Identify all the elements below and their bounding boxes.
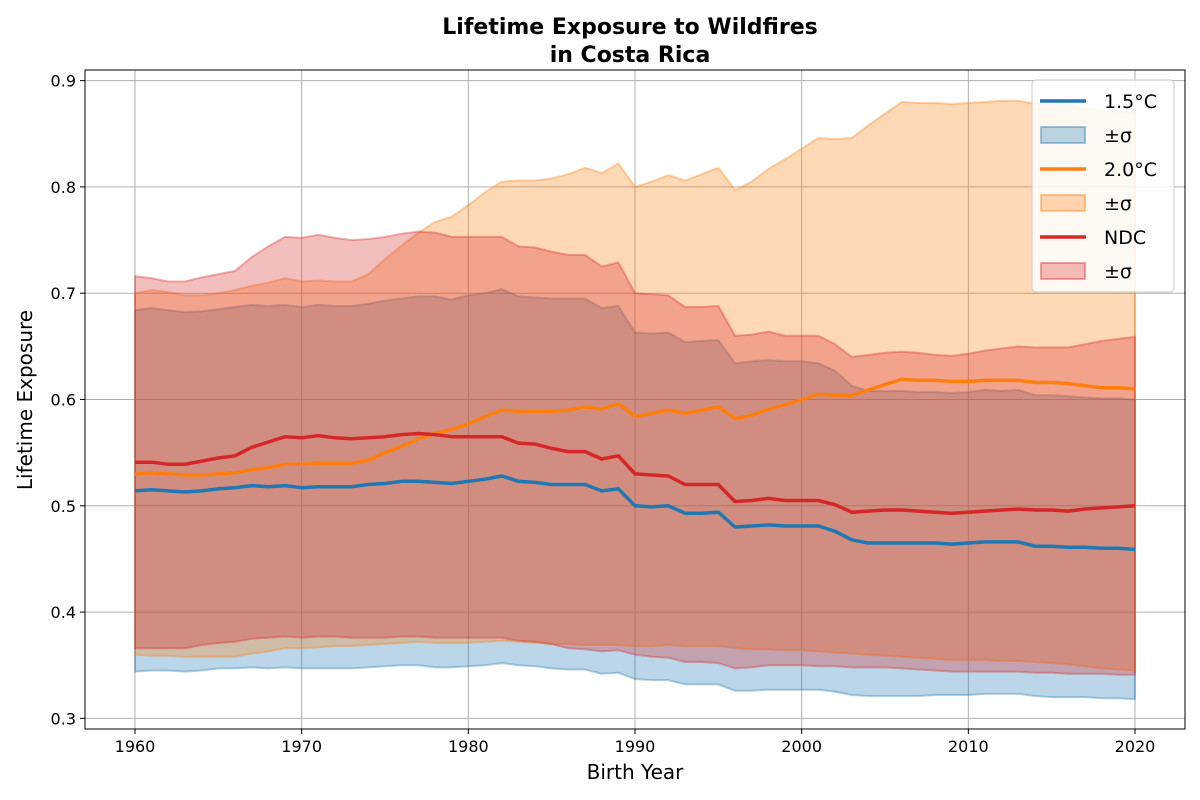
- uncertainty-bands: [134, 99, 1136, 701]
- legend: 1.5°C ±σ 2.0°C ±σ NDC ±σ: [1031, 79, 1175, 293]
- series-lines: [134, 377, 1136, 552]
- legend-band-swatch-1-5-c: [1040, 126, 1086, 144]
- chart-title-line-2: in Costa Rica: [550, 43, 711, 68]
- y-axis-ticks: 0.3 0.4 0.5 0.6 0.7 0.8 0.9: [51, 72, 85, 728]
- y-tick-label: 0.4: [51, 603, 76, 622]
- x-tick-label: 2000: [781, 737, 822, 756]
- x-axis-label: Birth Year: [587, 760, 684, 784]
- y-tick-label: 0.9: [51, 72, 76, 91]
- legend-band-label-2-0-c: ±σ: [1104, 193, 1132, 215]
- band-ndc: [134, 230, 1136, 676]
- x-tick-label: 1980: [448, 737, 489, 756]
- x-tick-label: 2020: [1115, 737, 1156, 756]
- legend-band-label-ndc: ±σ: [1104, 261, 1132, 283]
- band-1-5-c: [134, 287, 1136, 701]
- x-tick-label: 1990: [615, 737, 656, 756]
- x-axis-ticks: 1960 1970 1980 1990 2000 2010 2020: [115, 729, 1156, 756]
- band-2-0-c: [134, 99, 1136, 672]
- y-tick-label: 0.6: [51, 391, 76, 410]
- line-1-5-c: [134, 474, 1136, 552]
- y-tick-label: 0.8: [51, 178, 76, 197]
- legend-label-ndc: NDC: [1104, 227, 1146, 249]
- legend-label-1-5-c: 1.5°C: [1104, 91, 1157, 113]
- y-tick-label: 0.3: [51, 709, 76, 728]
- y-tick-label: 0.7: [51, 284, 76, 303]
- x-tick-label: 1960: [115, 737, 156, 756]
- chart-title-line-1: Lifetime Exposure to Wildfires: [442, 15, 817, 40]
- x-tick-label: 1970: [281, 737, 322, 756]
- line-2-0-c: [134, 377, 1136, 477]
- legend-label-2-0-c: 2.0°C: [1104, 159, 1157, 181]
- y-tick-label: 0.5: [51, 497, 76, 516]
- x-tick-label: 2010: [948, 737, 989, 756]
- legend-frame: [1031, 79, 1175, 293]
- legend-band-swatch-ndc: [1040, 262, 1086, 280]
- y-axis-label: Lifetime Exposure: [13, 310, 37, 490]
- line-ndc: [135, 431, 1136, 515]
- legend-band-label-1-5-c: ±σ: [1104, 125, 1132, 147]
- legend-band-swatch-2-0-c: [1040, 194, 1086, 212]
